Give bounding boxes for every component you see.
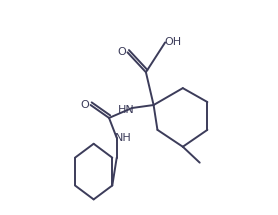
Text: O: O xyxy=(117,47,126,57)
Text: O: O xyxy=(80,100,89,110)
Text: HN: HN xyxy=(118,105,134,115)
Text: OH: OH xyxy=(164,37,181,48)
Text: NH: NH xyxy=(115,133,131,143)
